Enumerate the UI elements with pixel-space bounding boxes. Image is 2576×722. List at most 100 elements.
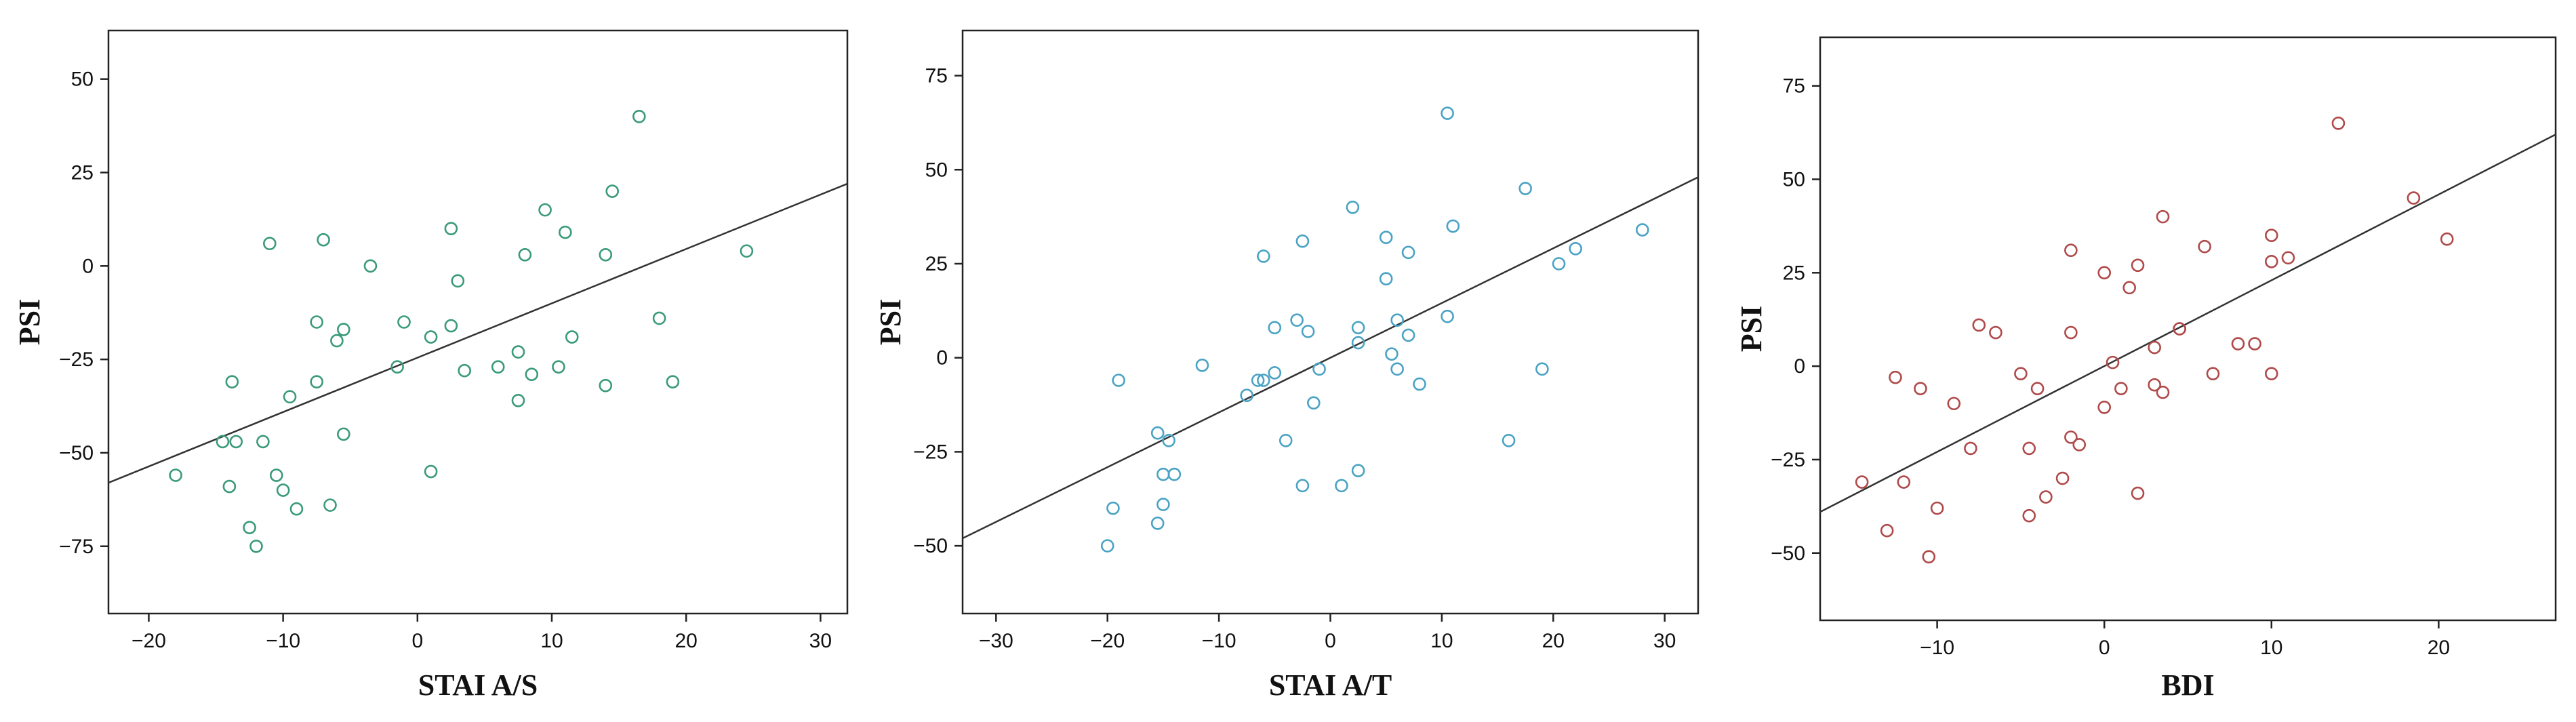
data-point (599, 247, 613, 262)
y-tick-label: 75 (925, 65, 948, 87)
data-point (1385, 347, 1398, 361)
data-point (225, 375, 239, 389)
data-point (310, 375, 323, 389)
scatter-panel-stai-as: −20 −10 0 10 20 30 −75 −50 −25 0 25 50 STAI A/S PSI (0, 0, 861, 722)
data-point (256, 435, 270, 449)
data-point (1156, 498, 1170, 511)
data-point (1351, 336, 1365, 350)
y-tick-label: 50 (1783, 168, 1805, 190)
y-axis-title: PSI (13, 299, 46, 345)
data-point (2106, 355, 2120, 369)
data-point (518, 247, 532, 262)
data-point (263, 237, 277, 251)
data-point (1413, 377, 1426, 391)
data-point (2206, 367, 2220, 380)
data-point (1279, 433, 1293, 447)
data-point (511, 393, 525, 407)
data-point (599, 378, 613, 393)
data-point (2264, 254, 2278, 268)
y-tick-label: −25 (913, 441, 948, 463)
data-point (2122, 281, 2136, 295)
data-point (525, 367, 539, 381)
data-point (511, 345, 525, 359)
regression-line (1820, 134, 2556, 513)
data-point (2248, 337, 2261, 350)
data-point (2148, 340, 2161, 355)
data-point (1930, 501, 1944, 515)
x-tick-label: 20 (675, 630, 697, 652)
y-tick-label: −25 (1771, 449, 1805, 471)
data-point (269, 468, 283, 482)
data-point (317, 233, 330, 247)
x-tick-label: −10 (1202, 630, 1236, 652)
data-point (1390, 362, 1404, 376)
data-point (1401, 328, 1415, 342)
data-point (1167, 467, 1182, 481)
data-point (666, 375, 680, 389)
data-point (216, 435, 230, 449)
y-tick-label: 50 (71, 68, 94, 91)
data-point (1569, 242, 1582, 256)
data-point (1290, 313, 1304, 327)
data-point (565, 330, 579, 344)
data-point (1156, 467, 1170, 481)
data-point (491, 360, 505, 374)
y-tick-label: 25 (71, 161, 94, 184)
data-point (2064, 430, 2078, 444)
data-point (337, 427, 350, 441)
data-point (1268, 366, 1282, 380)
data-point (2131, 258, 2145, 273)
data-point (1502, 433, 1516, 447)
data-point (1390, 313, 1404, 327)
data-point (1106, 501, 1120, 515)
data-point (1441, 309, 1454, 323)
y-axis-title: PSI (1735, 306, 1768, 352)
data-point (1552, 257, 1566, 270)
data-point (1257, 374, 1270, 387)
data-point (1100, 539, 1114, 553)
chart-svg: −20 −10 0 10 20 30 −75 −50 −25 0 25 50 STAI A/S PSI (13, 29, 849, 702)
data-point (559, 225, 572, 239)
y-tick-label: −75 (59, 536, 94, 558)
data-point (1162, 433, 1175, 447)
data-point (458, 363, 471, 378)
data-point (283, 390, 297, 404)
y-tick-label: 25 (925, 253, 948, 275)
data-point (1257, 249, 1270, 263)
y-tick-label: 50 (925, 159, 948, 181)
data-point (1307, 396, 1321, 410)
data-point (652, 311, 666, 325)
data-point (330, 334, 344, 348)
data-point (1922, 550, 1936, 564)
data-point (1251, 374, 1265, 387)
scatter-panel-bdi: −10 0 10 20 −50 −25 0 25 50 75 BDI PSI (1722, 0, 2576, 722)
data-point (1150, 426, 1165, 440)
data-point (1518, 182, 1532, 195)
data-point (424, 330, 438, 344)
x-tick-label: 20 (1542, 630, 1565, 652)
data-point (2264, 367, 2278, 380)
y-tick-label: 0 (82, 255, 94, 277)
data-point (2072, 438, 2087, 452)
x-tick-label: −20 (132, 630, 166, 652)
data-point (2264, 228, 2278, 242)
x-tick-label: 30 (1653, 630, 1676, 652)
data-point (2014, 367, 2028, 380)
data-point (1897, 475, 1911, 489)
y-tick-label: 75 (1783, 75, 1805, 98)
data-point (1989, 325, 2003, 340)
x-tick-label: 0 (1325, 630, 1336, 652)
data-point (2097, 266, 2112, 280)
plot-frame (1819, 36, 2557, 622)
x-tick-label: −10 (1920, 637, 1954, 659)
y-tick-label: −50 (59, 442, 94, 464)
data-point (1914, 382, 1927, 396)
data-point (444, 222, 458, 235)
data-point (337, 323, 350, 336)
data-point (1441, 106, 1454, 120)
data-point (1112, 374, 1125, 387)
data-point (451, 274, 465, 288)
y-tick-label: −25 (59, 348, 94, 371)
data-point (2148, 378, 2161, 392)
data-point (2064, 325, 2078, 340)
